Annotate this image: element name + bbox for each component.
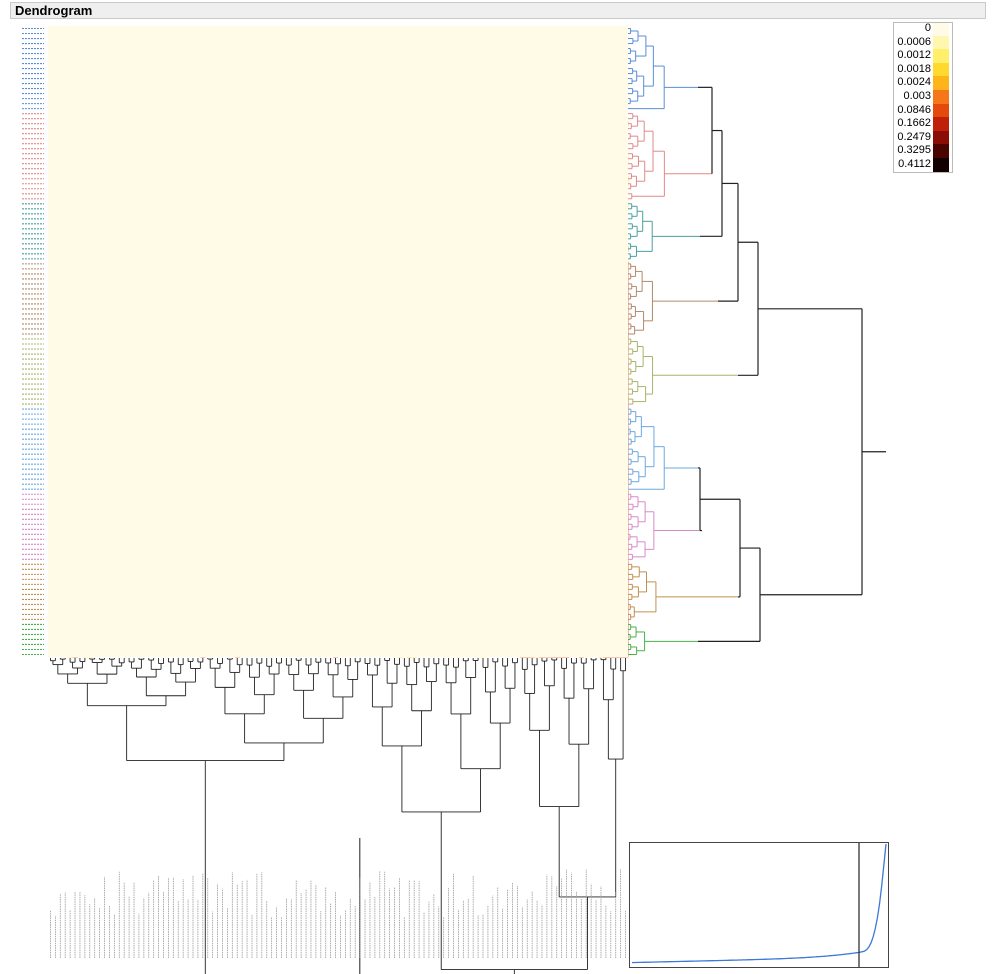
window-titlebar: Dendrogram xyxy=(10,2,986,19)
window-title: Dendrogram xyxy=(15,3,93,18)
